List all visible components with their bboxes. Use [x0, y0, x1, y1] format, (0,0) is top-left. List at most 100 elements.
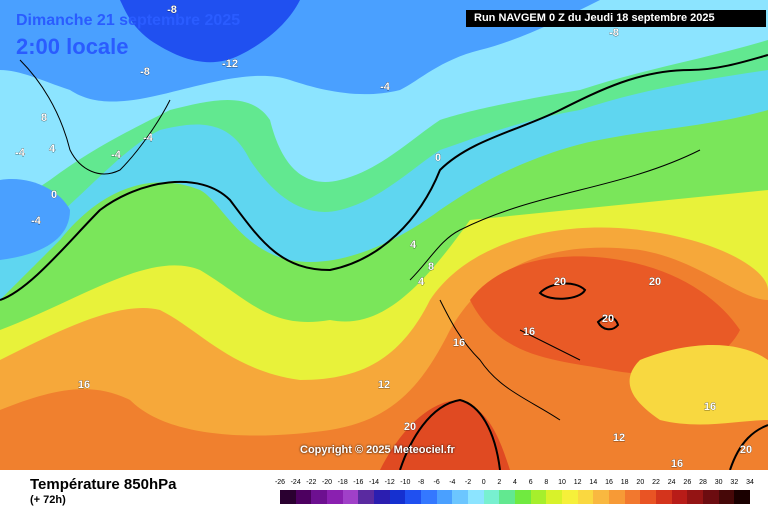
scale-tick-label: 18 — [620, 479, 629, 486]
scale-swatch — [687, 490, 704, 504]
scale-tick-label: -4 — [449, 479, 456, 486]
scale-swatch — [515, 490, 531, 504]
scale-swatch — [577, 490, 594, 504]
isotherm-label: -4 — [380, 81, 391, 93]
scale-tick-label: 10 — [558, 479, 566, 486]
scale-tick-label: 20 — [636, 479, 645, 486]
scale-swatch — [624, 490, 641, 504]
scale-swatch — [703, 490, 719, 504]
scale-tick-label: -16 — [353, 479, 364, 486]
scale-tick-label: -22 — [306, 479, 317, 486]
scale-swatch — [436, 490, 453, 504]
scale-tick-label: -14 — [368, 479, 380, 486]
isotherm-label: 20 — [602, 313, 614, 325]
isotherm-label: -4 — [143, 132, 154, 144]
isotherm-zero — [0, 54, 768, 301]
zone-red-north-africa — [380, 400, 510, 470]
isotherm-label: 0 — [435, 152, 441, 164]
scale-tick-label: 16 — [605, 479, 613, 486]
scale-swatch — [593, 490, 610, 504]
coastline-greenland — [19, 59, 171, 175]
scale-swatch — [405, 490, 422, 504]
scale-tick-label: -10 — [400, 479, 411, 486]
scale-swatch — [311, 490, 328, 504]
scale-swatch — [280, 490, 296, 504]
scale-swatch — [295, 490, 312, 504]
isotherm-twenty-africa — [399, 398, 501, 470]
isotherm-label: -8 — [167, 4, 177, 16]
scale-tick-label: -20 — [321, 479, 333, 486]
isotherm-label: 4 — [49, 143, 56, 155]
scale-swatch — [562, 490, 578, 504]
isotherm-label: 20 — [404, 421, 416, 433]
scale-tick-label: 8 — [544, 479, 549, 486]
isotherm-label: -12 — [222, 58, 238, 70]
scale-swatch — [389, 490, 406, 504]
isotherm-label: 16 — [704, 401, 716, 413]
scale-tick-label: 6 — [528, 479, 533, 486]
forecast-date: Dimanche 21 septembre 2025 — [16, 12, 241, 29]
isotherm-label: 8 — [428, 261, 434, 273]
isotherm-label: 16 — [453, 337, 465, 349]
scale-swatch — [530, 490, 547, 504]
model-run-banner: Run NAVGEM 0 Z du Jeudi 18 septembre 202… — [466, 10, 766, 27]
scale-swatch — [546, 490, 563, 504]
scale-tick-label: -26 — [274, 479, 286, 486]
scale-tick-label: 22 — [652, 479, 660, 486]
scale-tick-label: 12 — [573, 479, 582, 486]
scale-swatch — [421, 490, 437, 504]
isotherm-label: -4 — [111, 149, 122, 161]
zone-red-central-europe — [470, 256, 740, 374]
scale-swatch — [671, 490, 688, 504]
isotherm-label: 20 — [740, 444, 752, 456]
scale-swatch — [468, 490, 484, 504]
scale-tick-label: 24 — [667, 479, 676, 486]
scale-swatch — [327, 490, 343, 504]
scale-tick-label: 30 — [714, 479, 723, 486]
isotherm-label: 16 — [78, 379, 90, 391]
copyright-notice: Copyright © 2025 Meteociel.fr — [300, 444, 455, 456]
legend-subtitle: (+ 72h) — [30, 494, 66, 506]
scale-tick-label: -8 — [417, 479, 425, 486]
scale-swatch — [483, 490, 500, 504]
isotherm-label: 16 — [671, 458, 683, 470]
isotherm-label: -4 — [31, 215, 42, 227]
color-scale-labels: -26 -24 -22 -20 -18 -16 -14 -12 -10 -8 -6 -4 -2 0 2 4 6 8… — [275, 479, 754, 489]
scale-tick-label: -24 — [290, 479, 301, 486]
scale-swatch — [374, 490, 390, 504]
color-scale-bar — [280, 490, 751, 504]
isotherm-label: 4 — [410, 239, 417, 251]
isotherm-label: 0 — [51, 189, 57, 201]
scale-swatch — [718, 490, 735, 504]
isotherm-label: 20 — [554, 276, 566, 288]
scale-tick-label: 28 — [699, 479, 707, 486]
isotherm-label: -8 — [140, 66, 150, 78]
scale-swatch — [342, 490, 359, 504]
scale-tick-label: 0 — [481, 479, 486, 486]
zone-yellow-east — [629, 345, 768, 425]
isotherm-label: 8 — [41, 112, 47, 124]
scale-tick-label: 2 — [497, 479, 502, 486]
zone-dark-blue — [120, 0, 300, 63]
isotherm-label: 16 — [523, 326, 535, 338]
scale-tick-label: 4 — [513, 479, 517, 486]
scale-tick-label: 34 — [746, 479, 754, 486]
isotherm-twenty-south — [596, 316, 620, 331]
isotherm-label: 20 — [649, 276, 661, 288]
scale-tick-label: -2 — [464, 479, 472, 486]
scale-swatch — [358, 490, 375, 504]
scale-swatch — [609, 490, 625, 504]
zone-blue-west — [0, 179, 70, 260]
isotherm-label: 4 — [418, 276, 425, 288]
legend-title: Température 850hPa — [30, 476, 177, 493]
isotherm-label: -8 — [609, 27, 619, 39]
scale-swatch — [640, 490, 657, 504]
forecast-time: 2:00 locale — [16, 34, 129, 59]
scale-tick-label: 32 — [730, 479, 739, 486]
scale-swatch — [499, 490, 516, 504]
isotherm-label: -4 — [15, 147, 26, 159]
scale-swatch — [452, 490, 469, 504]
scale-swatch — [656, 490, 672, 504]
